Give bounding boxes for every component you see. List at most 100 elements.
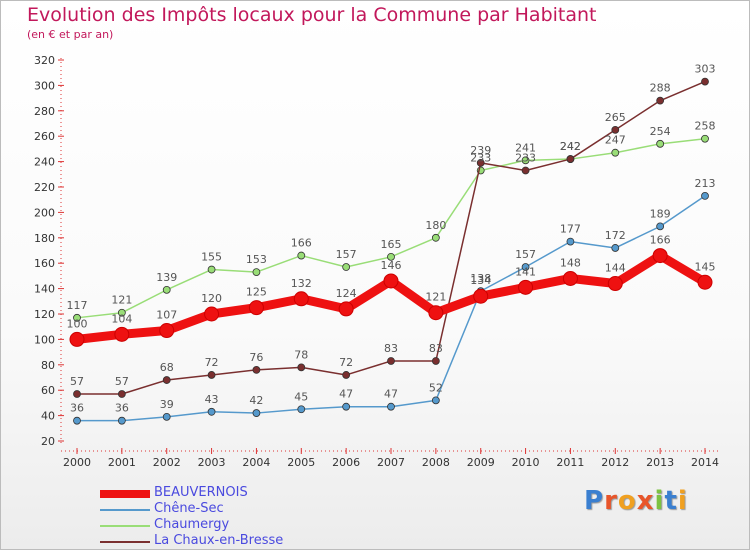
data-label-ch-ne-sec: 157	[515, 248, 536, 261]
data-label-ch-ne-sec: 36	[115, 402, 129, 415]
data-point-la-chaux-en-bresse	[611, 125, 620, 134]
data-point-beauvernois	[518, 279, 534, 295]
data-point-beauvernois	[697, 274, 713, 290]
legend-label: La Chaux-en-Bresse	[154, 533, 284, 548]
x-tick-label: 2008	[422, 456, 450, 469]
data-point-beauvernois	[69, 331, 85, 347]
y-tick-label: 260	[34, 130, 55, 143]
y-tick-label: 160	[34, 257, 55, 270]
legend-label: Chêne-Sec	[154, 501, 224, 516]
x-tick-label: 2012	[601, 456, 629, 469]
data-label-ch-ne-sec: 213	[695, 177, 716, 190]
data-point-la-chaux-en-bresse	[162, 376, 171, 384]
y-tick-label: 140	[34, 283, 55, 296]
data-point-chaumergy	[656, 139, 665, 148]
chart-subtitle: (en € et par an)	[27, 28, 114, 41]
data-label-ch-ne-sec: 177	[560, 223, 581, 236]
legend-swatch-ch-ne-sec	[100, 509, 150, 511]
legend-swatch-la-chaux-en-bresse	[100, 541, 150, 543]
x-tick-label: 2013	[646, 456, 674, 469]
data-point-chaumergy	[701, 134, 709, 143]
legend-item-ch-ne-sec: Chêne-Sec	[100, 501, 400, 518]
data-label-la-chaux-en-bresse: 242	[560, 140, 581, 153]
y-tick-label: 80	[41, 359, 55, 372]
data-point-ch-ne-sec	[701, 191, 709, 200]
y-tick-label: 180	[34, 232, 55, 245]
data-point-chaumergy	[342, 263, 351, 271]
logo-letter: i	[677, 486, 688, 516]
data-label-beauvernois: 104	[111, 312, 132, 325]
data-label-chaumergy: 247	[605, 134, 626, 147]
data-point-chaumergy	[73, 313, 81, 322]
data-point-ch-ne-sec	[387, 402, 395, 411]
data-point-la-chaux-en-bresse	[207, 371, 216, 379]
data-point-ch-ne-sec	[207, 407, 216, 416]
logo-letter: x	[636, 486, 655, 516]
data-label-chaumergy: 242	[560, 140, 581, 153]
data-point-beauvernois	[562, 270, 578, 286]
data-label-ch-ne-sec: 138	[470, 272, 491, 285]
data-point-la-chaux-en-bresse	[656, 96, 665, 105]
data-point-ch-ne-sec	[252, 409, 261, 417]
data-point-beauvernois	[652, 248, 668, 264]
y-tick-label: 20	[41, 435, 55, 448]
data-label-la-chaux-en-bresse: 303	[695, 63, 716, 76]
data-label-chaumergy: 233	[470, 151, 491, 164]
logo-letter: P	[584, 486, 605, 516]
data-point-ch-ne-sec	[162, 412, 171, 421]
data-label-beauvernois: 144	[605, 262, 626, 275]
data-point-ch-ne-sec	[297, 405, 306, 414]
data-label-ch-ne-sec: 36	[70, 402, 84, 415]
y-tick-label: 320	[34, 54, 55, 67]
data-label-ch-ne-sec: 45	[294, 390, 308, 403]
data-point-beauvernois	[473, 288, 489, 304]
data-label-ch-ne-sec: 172	[605, 229, 626, 242]
data-label-la-chaux-en-bresse: 233	[515, 151, 536, 164]
data-label-chaumergy: 155	[201, 251, 222, 264]
legend-item-beauvernois: BEAUVERNOIS	[100, 485, 400, 502]
data-label-chaumergy: 165	[381, 238, 402, 251]
proxiti-logo: Proxiti	[584, 486, 688, 516]
legend-label: Chaumergy	[154, 517, 230, 532]
data-point-chaumergy	[207, 265, 216, 274]
data-point-chaumergy	[297, 251, 306, 260]
data-point-chaumergy	[431, 233, 440, 242]
data-label-beauvernois: 107	[156, 309, 177, 322]
data-point-la-chaux-en-bresse	[73, 390, 81, 398]
data-point-ch-ne-sec	[566, 237, 575, 246]
x-tick-label: 2006	[332, 456, 360, 469]
data-point-chaumergy	[387, 252, 395, 261]
data-point-beauvernois	[114, 326, 130, 342]
data-label-chaumergy: 166	[291, 237, 312, 250]
y-tick-label: 220	[34, 181, 55, 194]
data-label-chaumergy: 121	[111, 294, 132, 307]
data-label-beauvernois: 145	[695, 260, 716, 273]
data-point-beauvernois	[293, 291, 309, 307]
data-label-beauvernois: 125	[246, 286, 267, 299]
data-label-chaumergy: 117	[67, 299, 88, 312]
y-tick-label: 40	[41, 410, 55, 423]
data-point-la-chaux-en-bresse	[117, 390, 126, 398]
x-tick-label: 2007	[377, 456, 405, 469]
x-tick-label: 2004	[242, 456, 270, 469]
data-point-ch-ne-sec	[73, 416, 81, 425]
y-tick-label: 200	[34, 206, 55, 219]
data-label-la-chaux-en-bresse: 68	[160, 361, 174, 374]
data-point-beauvernois	[383, 273, 399, 289]
x-tick-label: 2014	[691, 456, 719, 469]
data-label-beauvernois: 166	[650, 234, 671, 247]
data-label-chaumergy: 157	[336, 248, 357, 261]
legend-swatch-chaumergy	[100, 525, 150, 527]
data-label-la-chaux-en-bresse: 265	[605, 111, 626, 124]
data-label-ch-ne-sec: 39	[160, 398, 174, 411]
data-point-la-chaux-en-bresse	[387, 357, 395, 365]
data-point-la-chaux-en-bresse	[701, 77, 709, 86]
data-label-la-chaux-en-bresse: 72	[205, 356, 219, 369]
data-label-la-chaux-en-bresse: 72	[339, 356, 353, 369]
y-tick-label: 300	[34, 79, 55, 92]
x-tick-label: 2002	[153, 456, 181, 469]
x-tick-label: 2003	[198, 456, 226, 469]
y-tick-label: 100	[34, 333, 55, 346]
data-label-beauvernois: 121	[425, 291, 446, 304]
data-point-ch-ne-sec	[431, 396, 440, 405]
